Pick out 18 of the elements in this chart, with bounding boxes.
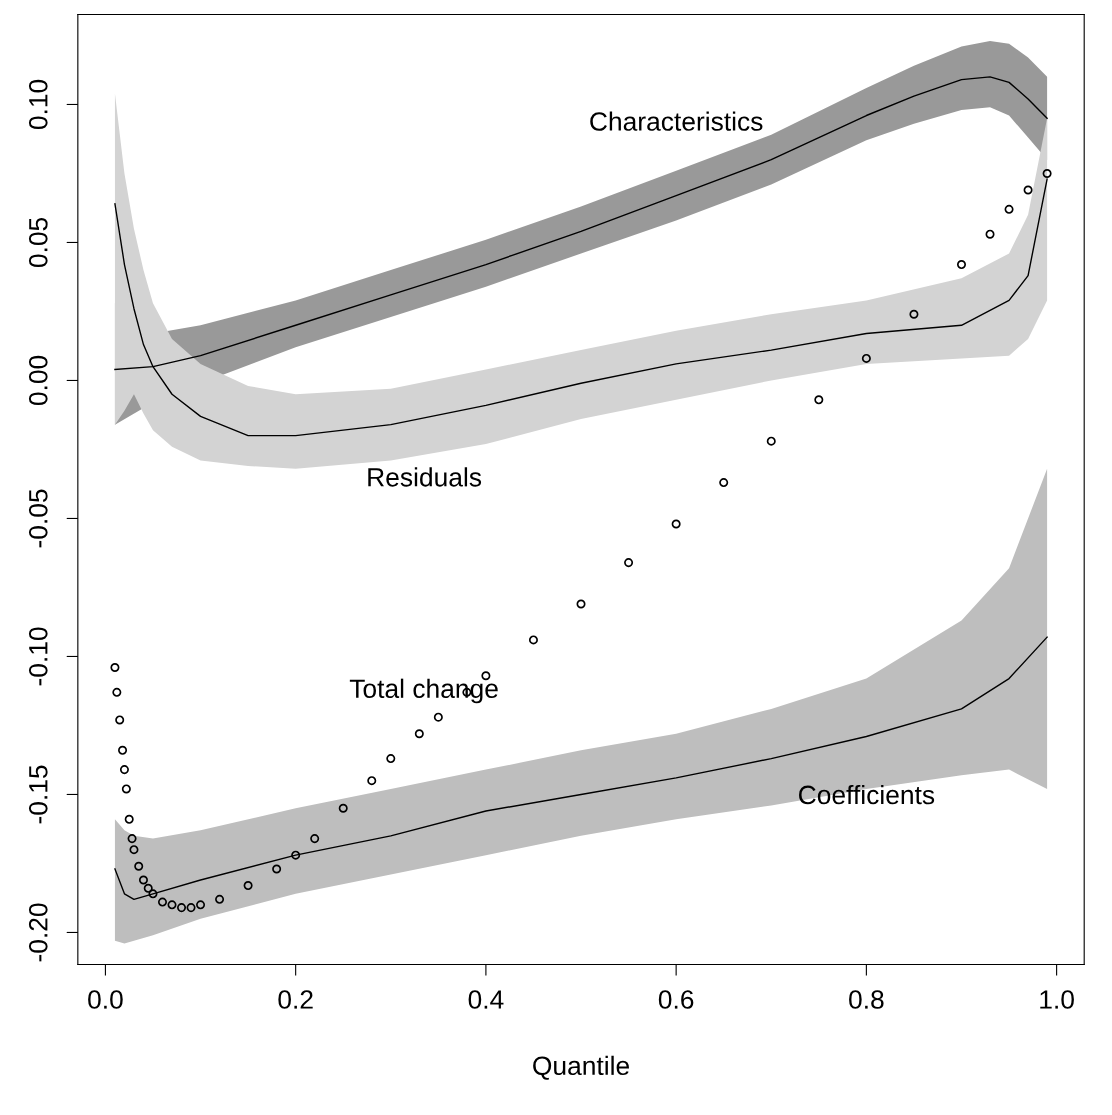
- x-tick-label: 0.8: [849, 990, 884, 1009]
- x-tick-label: 0.2: [278, 990, 313, 1009]
- series-label: Residuals: [368, 467, 482, 487]
- series-label: Total change: [349, 678, 498, 704]
- y-tick-label: 0.00: [28, 355, 48, 406]
- series-label: Coefficients: [799, 784, 935, 805]
- x-tick-label: 0.6: [658, 990, 694, 1009]
- x-tick-label: 0.0: [88, 990, 123, 1009]
- y-tick-label: 0.10: [28, 79, 48, 130]
- y-tick-label: -0.20: [28, 903, 48, 962]
- y-tick-label: -0.10: [28, 627, 48, 686]
- x-tick-label: 1.0: [1040, 990, 1074, 1009]
- series-label: Characteristics: [590, 111, 763, 131]
- x-tick-label: 0.4: [468, 990, 504, 1009]
- y-tick-label: 0.05: [28, 217, 48, 268]
- x-axis-title: Quantile: [533, 1055, 629, 1080]
- y-tick-label: -0.05: [28, 489, 48, 548]
- y-tick-label: -0.15: [28, 765, 48, 824]
